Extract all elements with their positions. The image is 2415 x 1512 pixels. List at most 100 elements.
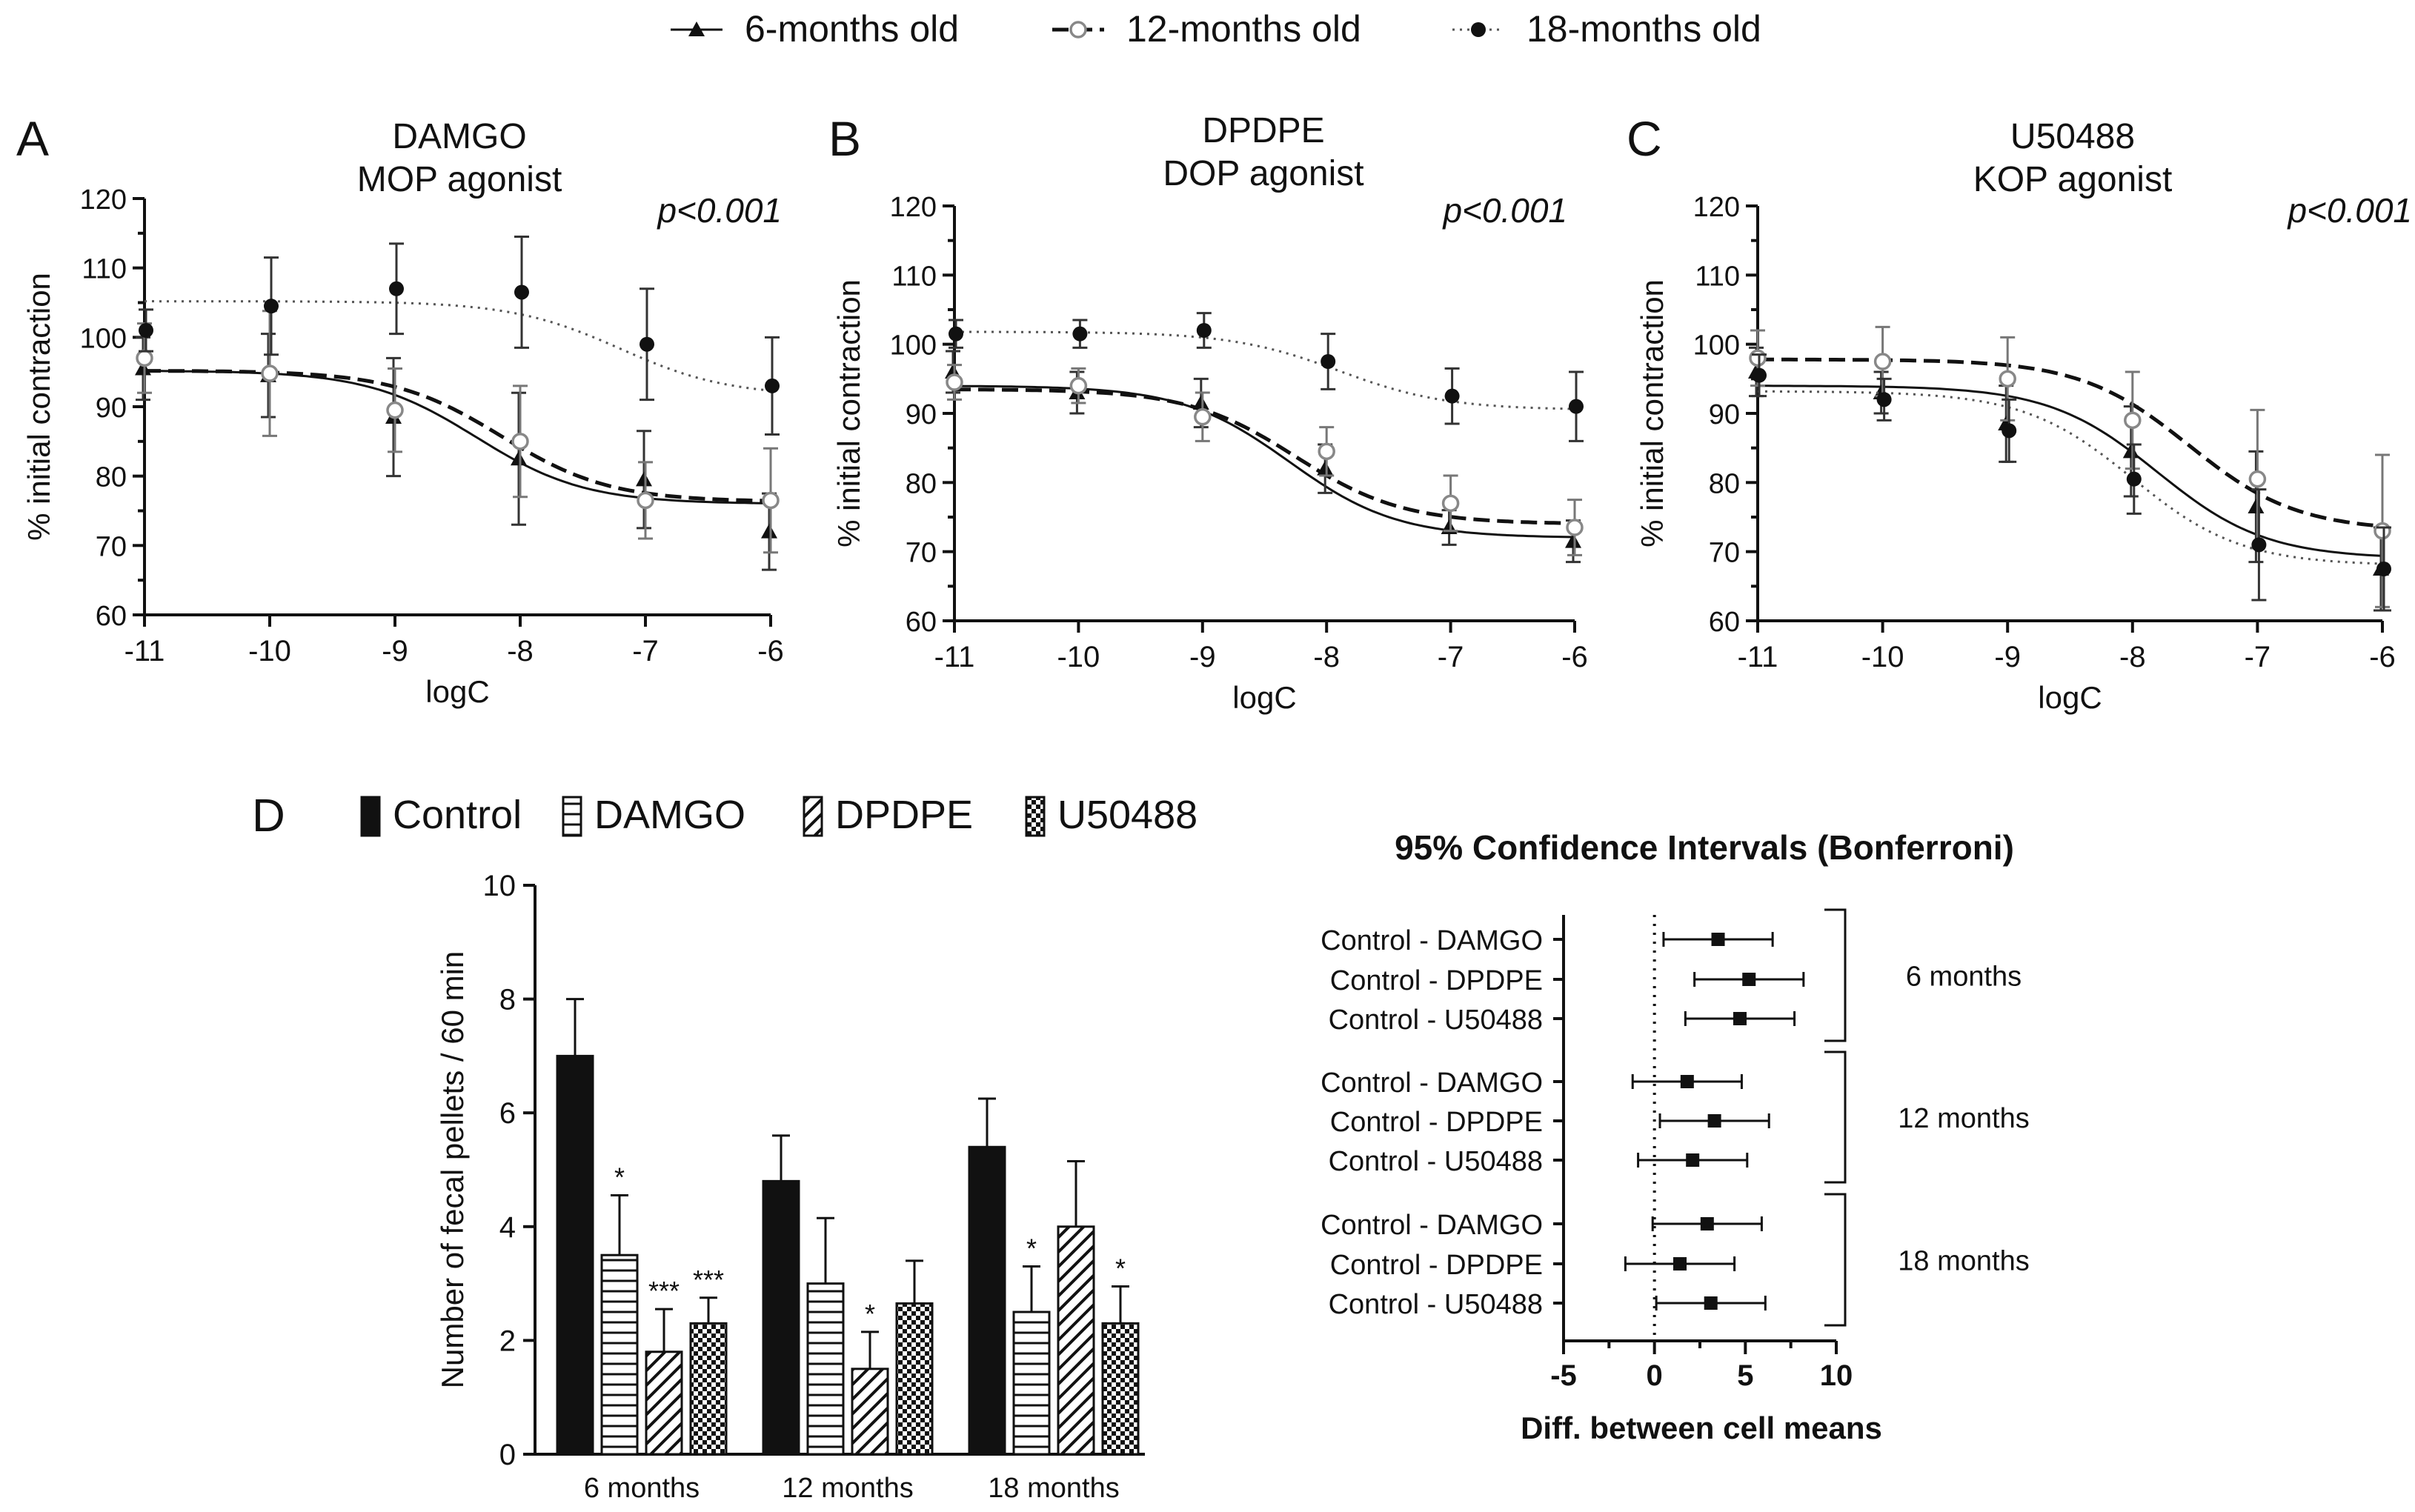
- bar-dpdpe: [1057, 1225, 1095, 1456]
- y-tick-label: 90: [96, 393, 127, 424]
- legend-label-u50488: U50488: [1057, 793, 1197, 837]
- data-point: [1999, 370, 2016, 388]
- y-tick-label: 120: [890, 192, 937, 223]
- legend-label-2: 12-months old: [1126, 8, 1361, 50]
- y-tick-label: 4: [499, 1211, 516, 1244]
- bar-dpdpe: [851, 1368, 889, 1456]
- data-point: [1321, 354, 1336, 369]
- significance-mark: *: [1026, 1233, 1037, 1264]
- panel-letter: C: [1627, 111, 1662, 166]
- data-point: [264, 299, 279, 314]
- panel-subtitle: DOP agonist: [1163, 154, 1363, 193]
- x-tick-label: 0: [1647, 1359, 1663, 1392]
- data-point: [1444, 388, 1460, 404]
- bar-u50488: [1101, 1322, 1140, 1456]
- x-axis-label: logC: [425, 674, 489, 709]
- data-point: [1196, 323, 1212, 338]
- y-tick-label: 100: [890, 330, 937, 362]
- data-point: [765, 378, 780, 393]
- y-tick-label: 110: [1695, 261, 1740, 292]
- x-tick-label: -7: [1438, 641, 1464, 673]
- x-tick-label: -8: [2119, 641, 2146, 673]
- group-bracket: [1824, 1193, 1847, 1327]
- y-tick-label: 60: [906, 607, 937, 638]
- top-legend: 6-months old 12-months old 18-months old: [671, 8, 1761, 50]
- data-point: [2124, 411, 2142, 430]
- x-tick-label: -10: [1057, 641, 1100, 673]
- panel-letter: B: [828, 111, 861, 166]
- data-point: [2376, 562, 2391, 576]
- data-point: [946, 373, 963, 391]
- ci-row-label: Control - DAMGO: [1321, 925, 1543, 956]
- data-point: [136, 349, 153, 367]
- data-point: [761, 523, 777, 539]
- y-tick-label: 90: [1709, 399, 1740, 430]
- ci-mean-marker: [1733, 1012, 1747, 1025]
- panel-d: D Control DAMGO DPDPE U50488 0 2 4 6 8 10 Number of…: [252, 790, 1197, 1504]
- fit-curve-18-months-old: [954, 330, 1575, 410]
- fit-curve-18-months-old: [1758, 390, 2383, 565]
- ci-title: 95% Confidence Intervals (Bonferroni): [1395, 828, 2014, 867]
- data-point: [1873, 353, 1892, 370]
- data-point: [1072, 326, 1088, 342]
- x-tick-label: -8: [507, 635, 534, 667]
- x-tick-label: -6: [2369, 641, 2396, 673]
- ci-mean-marker: [1680, 1075, 1694, 1088]
- panel-b: B DPDPE DOP agonist p<0.001 60 70 80 90 100 110 12…: [828, 111, 1588, 715]
- legend-swatch-u50488: [1025, 796, 1046, 837]
- bar-damgo: [600, 1253, 639, 1456]
- data-point: [514, 284, 529, 300]
- panel-title: U50488: [2010, 117, 2135, 156]
- data-point: [1752, 367, 1767, 383]
- data-point: [2126, 471, 2142, 487]
- ci-mean-marker: [1686, 1153, 1700, 1167]
- fit-curve-6-months-old: [954, 384, 1575, 539]
- bar-control: [556, 1054, 594, 1456]
- x-axis-label: Diff. between cell means: [1521, 1411, 1882, 1445]
- data-point: [1069, 376, 1088, 395]
- y-tick-label: 120: [80, 184, 127, 216]
- y-tick-label: 90: [906, 399, 937, 430]
- data-point: [1566, 519, 1584, 536]
- x-tick-label: -11: [124, 635, 165, 667]
- bar-damgo: [1012, 1310, 1051, 1456]
- y-tick-label: 2: [499, 1325, 516, 1357]
- x-tick-label: -6: [757, 635, 784, 667]
- ci-row-label: Control - DAMGO: [1321, 1210, 1543, 1241]
- data-point: [1318, 442, 1335, 461]
- x-axis-label: logC: [1232, 680, 1296, 715]
- y-tick-label: 80: [906, 468, 937, 499]
- panel-a: A DAMGO MOP agonist p<0.001 60 70 80 90 100 110 12…: [16, 111, 784, 709]
- panel-title: DPDPE: [1202, 111, 1324, 150]
- group-bracket: [1824, 1050, 1847, 1184]
- data-point: [2251, 537, 2267, 553]
- fit-curve-12-months-old: [1758, 357, 2383, 528]
- category-label: 18 months: [988, 1473, 1119, 1504]
- y-tick-label: 60: [1709, 607, 1740, 638]
- data-point: [1749, 349, 1767, 367]
- panel-subtitle: MOP agonist: [357, 160, 562, 199]
- y-tick-label: 70: [906, 538, 937, 569]
- category-label: 6 months: [584, 1473, 700, 1504]
- legend-label-damgo: DAMGO: [594, 793, 745, 837]
- data-point: [2374, 522, 2391, 540]
- y-tick-label: 8: [499, 984, 516, 1016]
- ci-row-label: Control - U50488: [1329, 1005, 1543, 1036]
- data-point: [261, 364, 279, 382]
- panel-letter: A: [16, 111, 49, 166]
- x-tick-label: -10: [1861, 641, 1904, 673]
- data-point: [1441, 494, 1460, 513]
- bar-control: [968, 1145, 1006, 1456]
- significance-mark: ***: [648, 1276, 680, 1306]
- data-point: [949, 326, 963, 342]
- legend-marker-3: [1471, 22, 1486, 37]
- bar-damgo: [806, 1282, 845, 1456]
- ci-mean-marker: [1711, 933, 1725, 946]
- ci-mean-marker: [1742, 973, 1756, 986]
- x-tick-label: 5: [1737, 1359, 1753, 1392]
- panel-confidence-intervals: 95% Confidence Intervals (Bonferroni) -5 0…: [1321, 828, 2030, 1445]
- ci-mean-marker: [1704, 1296, 1718, 1310]
- x-axis-label: logC: [2038, 680, 2102, 715]
- fit-curve-12-months-old: [144, 369, 771, 503]
- y-tick-label: 110: [82, 254, 127, 285]
